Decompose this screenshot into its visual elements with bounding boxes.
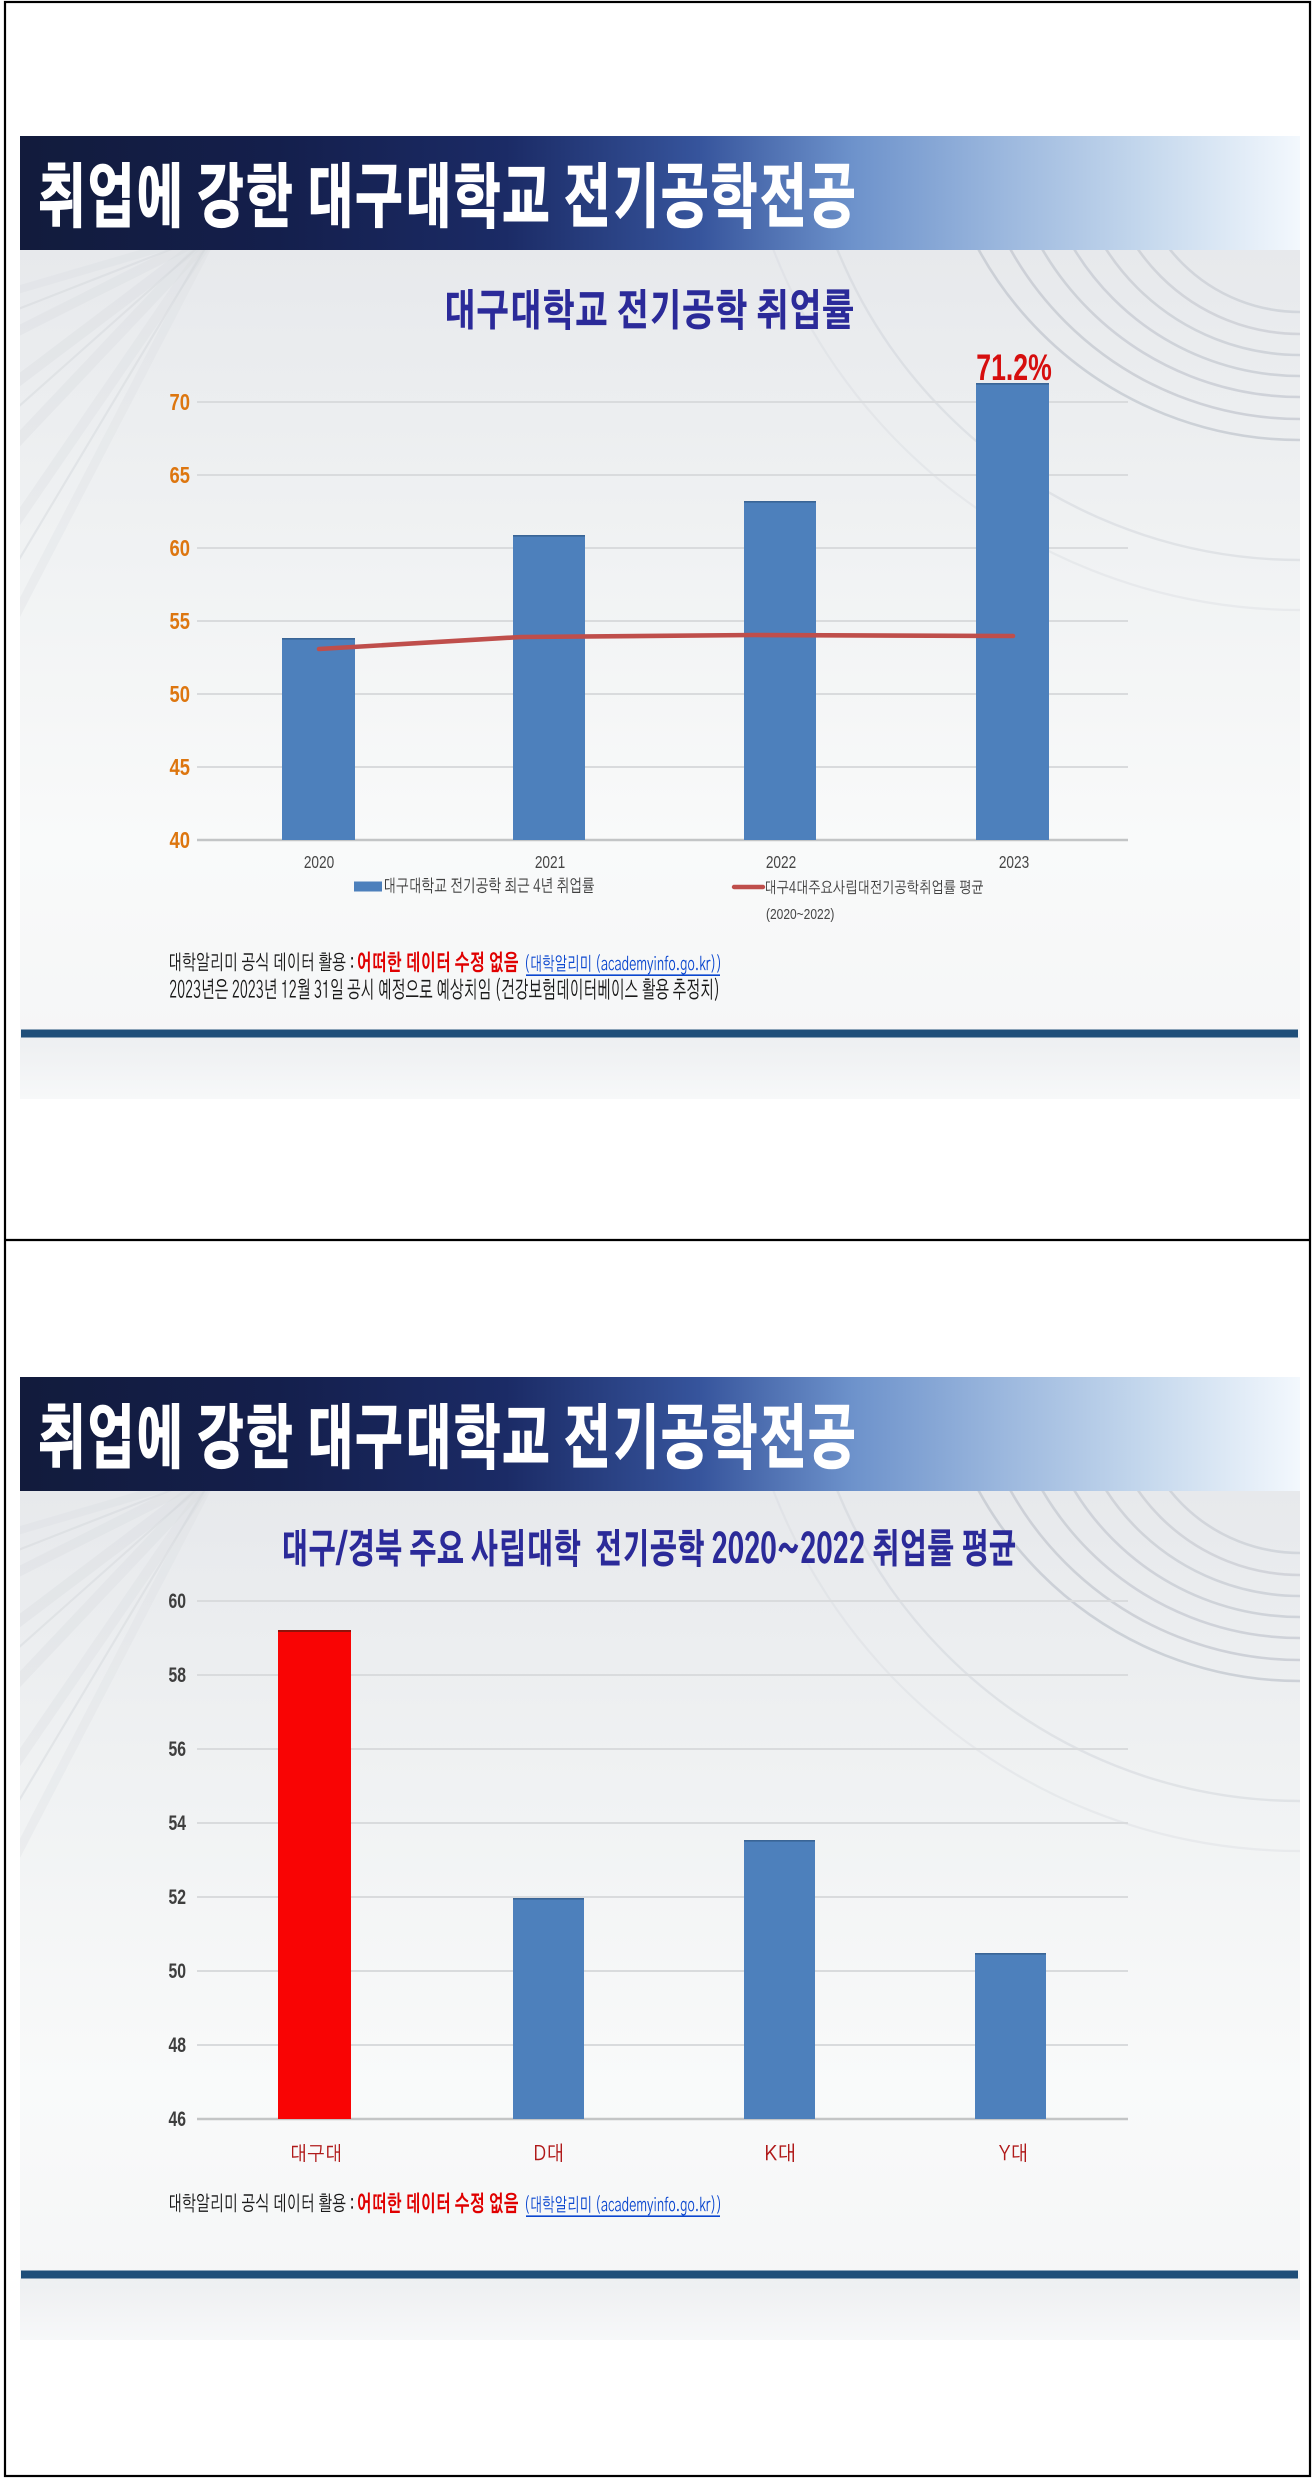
svg-text:54: 54 [168, 1811, 186, 1835]
svg-text:60: 60 [168, 1589, 186, 1613]
svg-text:71.2%: 71.2% [976, 347, 1051, 388]
svg-text:48: 48 [168, 2033, 186, 2057]
svg-text:45: 45 [170, 755, 190, 780]
svg-text:55: 55 [170, 609, 190, 634]
svg-text:2023: 2023 [999, 854, 1030, 873]
svg-text:2022: 2022 [766, 854, 796, 873]
svg-text:58: 58 [168, 1663, 186, 1687]
svg-text:50: 50 [170, 682, 190, 707]
svg-text:50: 50 [168, 1959, 186, 1983]
svg-text:40: 40 [170, 828, 190, 853]
svg-text:65: 65 [170, 463, 190, 488]
svg-text:60: 60 [170, 536, 190, 561]
svg-text:(2020~2022): (2020~2022) [766, 906, 834, 923]
svg-text:2021: 2021 [535, 854, 565, 873]
svg-text:56: 56 [168, 1737, 186, 1761]
svg-text:2020: 2020 [304, 854, 335, 873]
svg-text:52: 52 [168, 1885, 186, 1909]
svg-text:46: 46 [168, 2107, 186, 2131]
svg-text:70: 70 [170, 390, 190, 415]
